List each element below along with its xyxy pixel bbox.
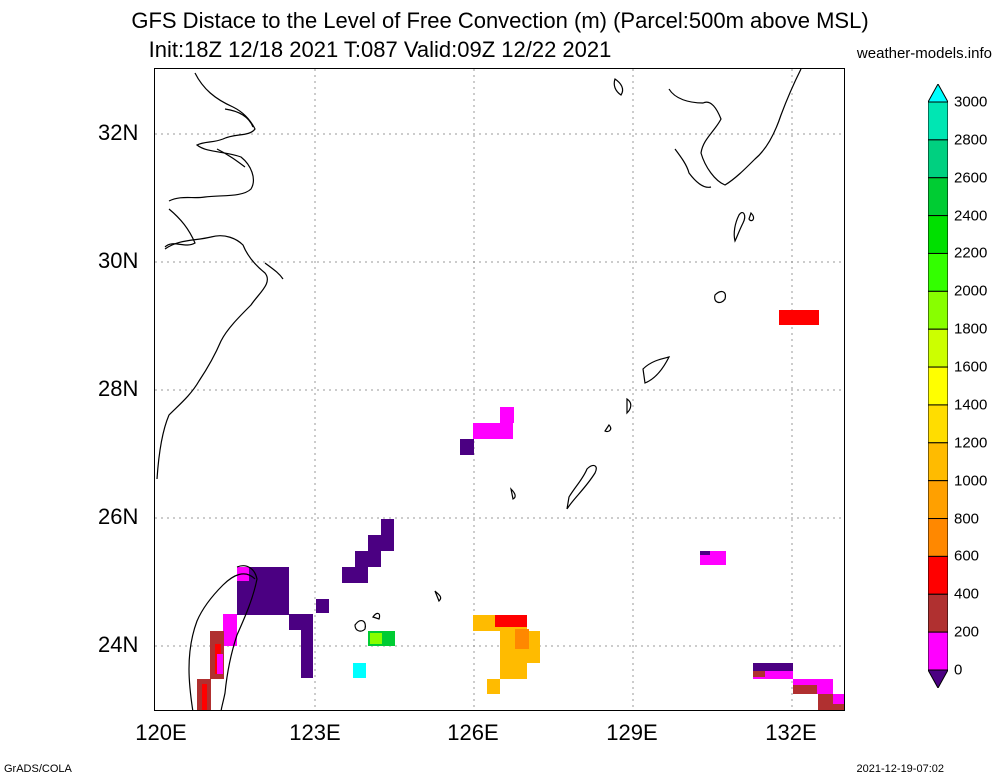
- lon-label: 132E: [765, 720, 817, 745]
- footer-timestamp: 2021-12-19-07:02: [856, 763, 944, 775]
- colorbar-label: 400: [954, 585, 980, 603]
- colorbar-cell: [928, 518, 948, 557]
- credit-label: weather-models.info: [856, 45, 992, 62]
- shaded-cells: [197, 310, 844, 710]
- lon-label: 123E: [289, 720, 341, 745]
- lat-label: 24N: [98, 632, 139, 657]
- lat-label: 30N: [98, 248, 139, 273]
- lon-label: 129E: [606, 720, 658, 745]
- colorbar-cell: [928, 177, 948, 217]
- colorbar-cell: [928, 252, 948, 292]
- colorbar-label: 2200: [954, 244, 988, 262]
- colorbar-label: 2600: [954, 169, 988, 187]
- lon-label: 126E: [447, 720, 499, 745]
- colorbar-label: 1800: [954, 320, 988, 338]
- colorbar-label: 0: [954, 661, 963, 679]
- grid-lines: [155, 69, 844, 710]
- colorbar-cell: [928, 442, 948, 482]
- lon-label: 120E: [135, 720, 187, 745]
- colorbar-label: 3000: [954, 93, 988, 111]
- colorbar-cell: [928, 290, 948, 330]
- map-title: GFS Distace to the Level of Free Convect…: [131, 8, 869, 33]
- colorbar-label: 1600: [954, 358, 988, 376]
- lat-label: 26N: [98, 504, 139, 529]
- colorbar-cell: [928, 404, 948, 444]
- lat-label: 32N: [98, 120, 139, 145]
- colorbar-cell: [928, 631, 948, 671]
- footer-software: GrADS/COLA: [4, 763, 72, 775]
- colorbar-cell: [928, 593, 948, 633]
- colorbar-label: 2800: [954, 131, 988, 149]
- colorbar-label: 1000: [954, 472, 988, 490]
- colorbar-cell: [928, 215, 948, 254]
- colorbar-cell: [928, 480, 948, 520]
- map-panel[interactable]: [154, 68, 845, 711]
- map-canvas: [155, 69, 844, 710]
- colorbar-cell: [928, 366, 948, 406]
- colorbar-label: 2400: [954, 207, 988, 225]
- colorbar-cell: [928, 139, 948, 179]
- colorbar-label: 2000: [954, 282, 988, 300]
- colorbar-cell: [928, 555, 948, 595]
- colorbar-cell: [928, 328, 948, 368]
- colorbar-label: 1400: [954, 396, 988, 414]
- colorbar-top-arrow: [928, 84, 948, 103]
- colorbar-cell: [928, 101, 948, 141]
- lat-label: 28N: [98, 376, 139, 401]
- colorbar-label: 1200: [954, 434, 988, 452]
- colorbar-bottom-arrow: [928, 669, 948, 688]
- colorbar-label: 800: [954, 510, 980, 528]
- colorbar: [928, 84, 948, 688]
- colorbar-label: 200: [954, 623, 980, 641]
- colorbar-label: 600: [954, 547, 980, 565]
- coastlines: [156, 69, 802, 710]
- map-subtitle: Init:18Z 12/18 2021 T:087 Valid:09Z 12/2…: [148, 37, 612, 62]
